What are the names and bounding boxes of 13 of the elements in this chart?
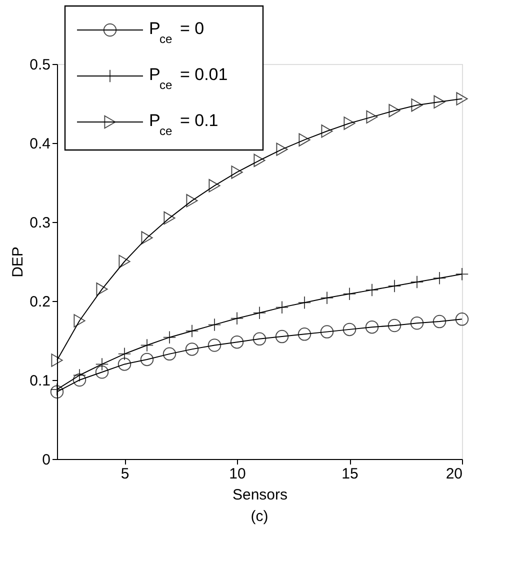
x-tick-label: 20 bbox=[446, 466, 462, 482]
x-tick-label: 10 bbox=[229, 466, 246, 482]
x-axis-title: Sensors bbox=[232, 486, 288, 504]
text: (c) bbox=[250, 508, 268, 525]
y-tick-label: 0 bbox=[42, 452, 50, 468]
y-tick-label: 0.3 bbox=[30, 214, 50, 232]
x-tick-label: 15 bbox=[342, 466, 358, 482]
y-tick-label: 0.2 bbox=[30, 294, 50, 310]
x-tick-label: 5 bbox=[120, 466, 130, 482]
y-tick-label: 0.1 bbox=[30, 372, 50, 390]
y-axis-title: DEP bbox=[10, 246, 27, 278]
y-tick-label: 0.5 bbox=[30, 56, 50, 74]
y-tick-label: 0.4 bbox=[30, 136, 50, 152]
